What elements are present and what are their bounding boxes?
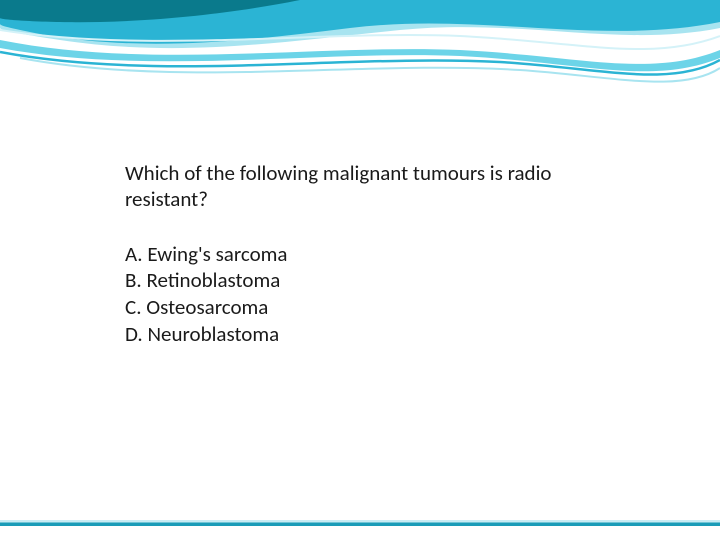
- question-text: Which of the following malignant tumours…: [125, 160, 605, 213]
- option-a: A. Ewing's sarcoma: [125, 241, 605, 268]
- option-b: B. Retinoblastoma: [125, 267, 605, 294]
- option-d: D. Neuroblastoma: [125, 321, 605, 348]
- footer-divider: [0, 520, 720, 526]
- option-c: C. Osteosarcoma: [125, 294, 605, 321]
- slide-content: Which of the following malignant tumours…: [125, 160, 605, 348]
- wave-header-decoration: [0, 0, 720, 110]
- options-list: A. Ewing's sarcoma B. Retinoblastoma C. …: [125, 241, 605, 349]
